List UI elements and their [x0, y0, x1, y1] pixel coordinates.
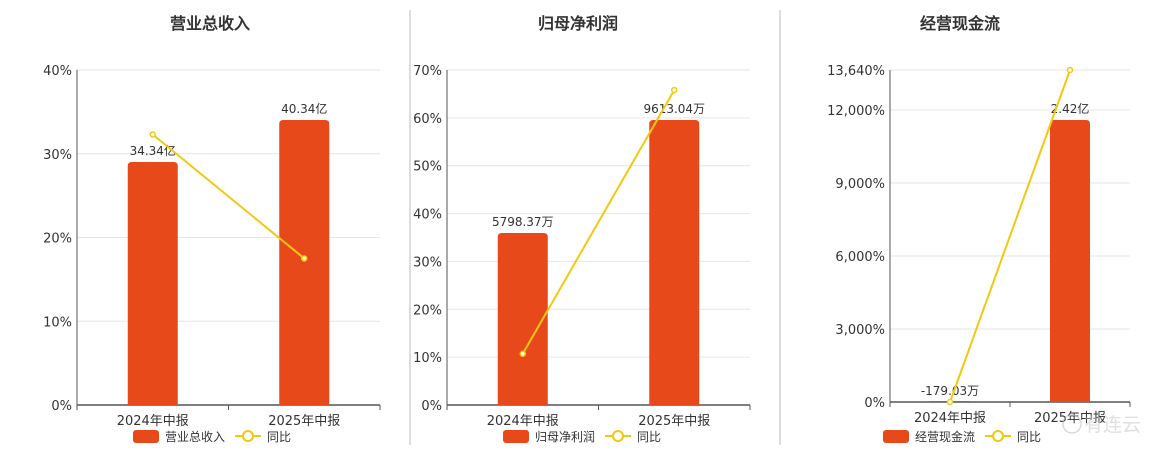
y-tick-label: 60%	[413, 112, 442, 127]
bar-data-label: 5798.37万	[492, 215, 554, 229]
y-tick-label: 40%	[43, 64, 72, 79]
bar	[127, 162, 178, 405]
chart-title: 营业总收入	[170, 14, 250, 33]
legend-bar-label: 归母净利润	[535, 430, 595, 444]
y-tick-label: 50%	[413, 160, 442, 175]
legend-bar-label: 经营现金流	[915, 429, 975, 444]
yoy-point	[149, 131, 156, 138]
legend-line-marker	[242, 430, 254, 442]
yoy-line	[949, 69, 1071, 403]
yoy-line	[152, 133, 305, 260]
y-tick-label: 10%	[413, 351, 442, 366]
watermark: 有连云	[1062, 414, 1141, 436]
x-tick-label: 2025年中报	[1034, 411, 1106, 426]
y-tick-label: 20%	[413, 303, 442, 318]
yoy-point	[1066, 66, 1074, 74]
y-tick-label: 0%	[864, 396, 885, 411]
bar-data-label: 40.34亿	[281, 101, 327, 116]
yoy-point	[301, 255, 308, 262]
legend-line-label: 同比	[637, 430, 661, 444]
chart-panel-2: 归母净利润 0% 10% 20% 30% 40% 50% 60% 70% 2024年中报 2025年…	[413, 14, 751, 444]
y-tick-label: 30%	[413, 255, 442, 270]
yoy-line	[521, 89, 676, 355]
y-tick-label: 10%	[43, 315, 72, 330]
chart-title: 经营现金流	[920, 14, 1000, 33]
bar-data-label: -179.03万	[921, 384, 979, 398]
bar-data-label: 34.34亿	[130, 143, 176, 158]
y-tick-label: 13,640%	[827, 64, 885, 79]
chart-title: 归母净利润	[538, 14, 618, 33]
watermark-logo-icon	[1062, 414, 1082, 434]
x-tick-label: 2024年中报	[914, 411, 986, 426]
legend-bar-swatch	[133, 430, 159, 443]
y-tick-label: 3,000%	[835, 323, 885, 338]
yoy-point	[519, 350, 526, 358]
bar	[497, 233, 548, 405]
y-tick-label: 0%	[51, 399, 72, 414]
legend-bar-swatch	[883, 430, 909, 443]
y-tick-label: 12,000%	[827, 104, 885, 119]
legend-bar-label: 营业总收入	[165, 430, 225, 444]
legend-line-label: 同比	[1017, 430, 1041, 444]
chart-panel-3: 经营现金流 0% 3,000% 6,000% 9,000% 12,000% 13,640% 2…	[827, 14, 1131, 444]
x-tick-label: 2025年中报	[638, 414, 710, 429]
yoy-point	[946, 398, 954, 406]
y-tick-label: 6,000%	[835, 250, 885, 265]
bar-data-label: 9613.04万	[643, 102, 705, 116]
yoy-point	[671, 86, 678, 94]
legend-bar-swatch	[503, 430, 529, 443]
y-tick-label: 0%	[421, 399, 442, 414]
y-tick-label: 40%	[413, 208, 442, 223]
x-tick-label: 2025年中报	[268, 414, 340, 429]
x-tick-label: 2024年中报	[117, 414, 189, 429]
bar	[279, 120, 330, 405]
y-tick-label: 70%	[413, 64, 442, 79]
bar-data-label: 2.42亿	[1051, 101, 1090, 116]
y-tick-label: 9,000%	[835, 177, 885, 192]
legend-line-label: 同比	[267, 430, 291, 444]
legend-line-marker	[992, 430, 1004, 442]
y-tick-label: 30%	[43, 148, 72, 163]
watermark-text: 有连云	[1084, 414, 1141, 436]
x-tick-label: 2024年中报	[487, 414, 559, 429]
bar	[1050, 120, 1090, 402]
bar	[649, 120, 700, 405]
y-tick-label: 20%	[43, 232, 72, 247]
chart-panel-1: 营业总收入 0% 10% 20% 30% 40% 2024年中报 2025年中报 34.34亿 4…	[43, 14, 381, 444]
legend-line-marker	[612, 430, 624, 442]
